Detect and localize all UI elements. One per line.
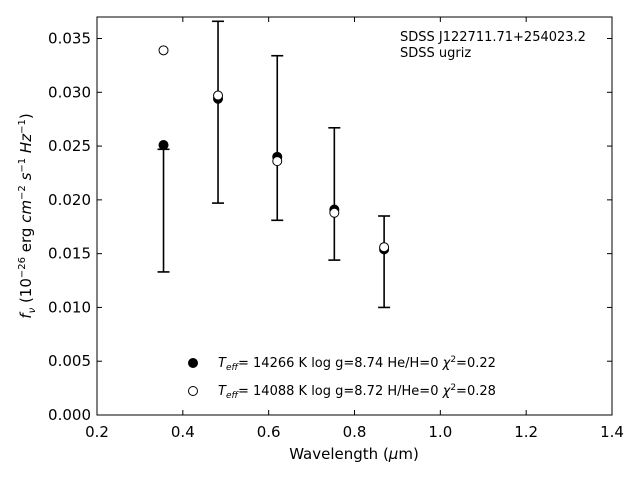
legend-entry-2: Teff= 14088 K log g=8.72 H/He=0 χ2=0.28 [218, 383, 496, 401]
y-tick-label: 0.020 [48, 191, 91, 209]
x-tick-label: 0.4 [171, 423, 195, 441]
annotation-object: SDSS J122711.71+254023.2 [400, 30, 586, 45]
legend-entry-1: Teff= 14266 K log g=8.74 He/H=0 χ2=0.22 [218, 355, 496, 373]
y-axis-title: fν (10−26 erg cm−2 s−1 Hz−1) [17, 113, 38, 318]
point-open [158, 45, 169, 56]
y-tick-label: 0.015 [48, 245, 91, 263]
legend-marker-filled [188, 358, 198, 368]
x-tick-label: 0.6 [257, 423, 281, 441]
y-tick-label: 0.035 [48, 30, 91, 48]
error-bars [157, 20, 391, 309]
y-tick-label: 0.030 [48, 83, 91, 101]
y-tick-label: 0.010 [48, 298, 91, 316]
point-open [272, 156, 283, 167]
x-tick-label: 1.0 [428, 423, 452, 441]
point-filled [158, 140, 169, 151]
x-tick-label: 1.4 [600, 423, 624, 441]
x-tick-label: 1.2 [514, 423, 538, 441]
annotation-survey: SDSS ugriz [400, 46, 471, 61]
y-tick-label: 0.005 [48, 352, 91, 370]
point-open [329, 207, 340, 218]
point-open [213, 90, 224, 101]
data-points [158, 45, 390, 255]
x-tick-label: 0.2 [85, 423, 109, 441]
y-tick-label: 0.025 [48, 137, 91, 155]
point-open [379, 242, 390, 253]
legend: Teff= 14266 K log g=8.74 He/H=0 χ2=0.22 … [188, 355, 496, 401]
axis-ticks: 0.2 0.4 0.6 0.8 1.0 1.2 1.4 0.000 0.005 0.010 0.01… [48, 17, 624, 441]
legend-marker-open [188, 386, 198, 396]
x-axis-title: Wavelength (μm) [289, 445, 419, 463]
y-tick-label: 0.000 [48, 406, 91, 424]
x-tick-label: 0.8 [343, 423, 367, 441]
